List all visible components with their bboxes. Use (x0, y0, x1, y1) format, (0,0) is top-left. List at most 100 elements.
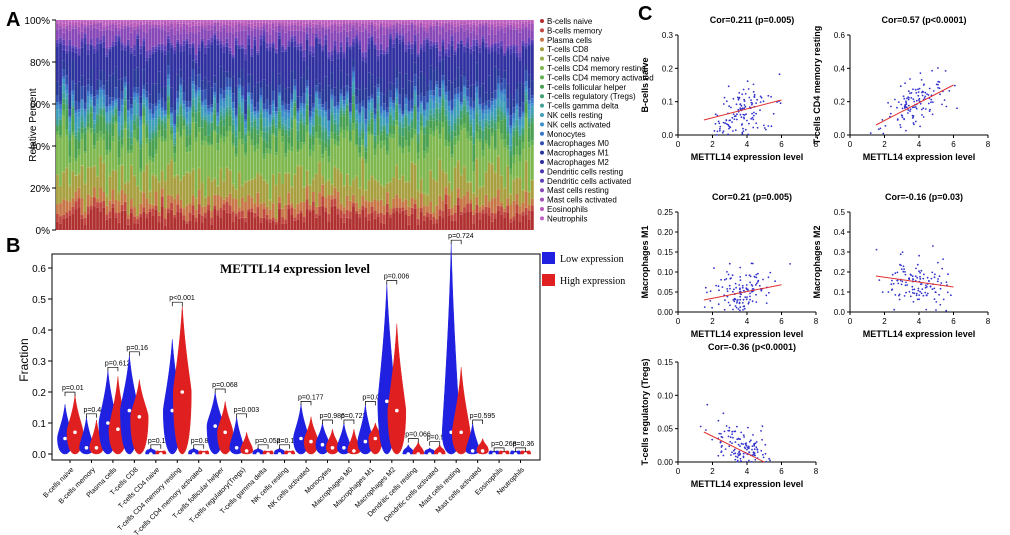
panel-b-violin-low-median (84, 446, 89, 450)
panel-a-bar-segment (530, 41, 534, 45)
panel-a-bar-segment (244, 134, 247, 143)
panel-a-bar-segment (59, 43, 62, 87)
panel-a-bar-segment (339, 203, 343, 211)
panel-a-bar-segment (216, 150, 220, 186)
scatter-point (904, 271, 906, 273)
panel-a-bar-segment (506, 50, 510, 84)
scatter-point (759, 101, 762, 103)
panel-a-bar-segment (463, 85, 466, 88)
panel-a-bar-segment (401, 41, 405, 89)
scatter-title: Cor=-0.36 (p<0.0001) (708, 342, 796, 352)
panel-a-bar-segment (148, 209, 152, 212)
panel-a-bar-segment (379, 43, 383, 50)
panel-a-bar-segment (173, 214, 177, 219)
panel-a-legend-marker (540, 197, 544, 202)
panel-a-bar-segment (453, 26, 457, 33)
panel-a-bar-segment (139, 148, 143, 169)
panel-a-bar-segment (413, 24, 417, 30)
scatter-point (934, 291, 937, 294)
panel-a-bar-segment (244, 152, 247, 156)
scatter-point (754, 458, 757, 461)
panel-a-bar-segment (145, 60, 149, 84)
panel-a-bar-segment (207, 20, 210, 23)
panel-a-bar-segment (509, 128, 513, 135)
panel-a-bar-segment (142, 24, 146, 32)
panel-a-bar-segment (352, 21, 355, 25)
panel-a-bar-segment (506, 205, 510, 213)
panel-a-bar-segment (376, 92, 380, 97)
scatter-point (918, 254, 920, 257)
panel-a-bar-segment (518, 125, 522, 134)
panel-a-bar-segment (466, 37, 469, 43)
panel-a-bar-segment (136, 38, 140, 68)
panel-a-bar-segment (426, 32, 429, 38)
panel-a-bar-segment (188, 101, 192, 107)
scatter-point (924, 291, 927, 294)
panel-a-bar-segment (167, 31, 170, 36)
panel-a-bar-segment (496, 42, 500, 48)
panel-a-bar-segment (395, 211, 399, 230)
panel-a-bar-segment (382, 205, 386, 215)
panel-a-bar-segment (327, 20, 331, 25)
panel-a-bar-segment (74, 209, 78, 230)
panel-a-bar-segment (250, 112, 254, 122)
panel-a-bar-segment (210, 37, 214, 42)
panel-a-bar-segment (185, 125, 189, 137)
panel-a-bar-segment (401, 111, 405, 115)
panel-a-bar-segment (287, 192, 291, 205)
scatter-point (719, 125, 722, 128)
scatter-point (931, 271, 934, 274)
panel-a-bar-segment (86, 54, 90, 80)
panel-a-bar-segment (426, 118, 429, 121)
panel-a-bar-segment (123, 182, 127, 184)
panel-a-bar-segment (265, 181, 269, 184)
scatter-point (904, 82, 906, 84)
panel-a-bar-segment (385, 26, 389, 29)
panel-a-bar-segment (315, 173, 318, 175)
panel-c-scatter-grid: Cor=0.211 (p=0.005)0.00.10.20.30 2 4 6 8METT… (640, 15, 991, 489)
panel-a-bar-segment (527, 142, 531, 148)
scatter-point (740, 104, 743, 107)
panel-b-violin-high (325, 429, 339, 455)
panel-a-bar-segment (219, 217, 223, 230)
panel-a-bar-segment (302, 49, 306, 57)
panel-a-bar-segment (133, 130, 136, 139)
panel-a-bar-segment (281, 184, 284, 209)
panel-a-bar-segment (352, 77, 355, 83)
panel-a-bar-segment (225, 24, 229, 33)
panel-a-bar-segment (432, 108, 436, 114)
panel-a-bar-segment (324, 181, 328, 184)
panel-a-bar-segment (422, 51, 426, 75)
panel-a-bar-segment (83, 118, 87, 126)
panel-a-bar-segment (133, 29, 136, 45)
panel-a-bar-segment (503, 115, 506, 119)
panel-a-bar-segment (342, 23, 346, 30)
panel-a-bar-segment (429, 114, 432, 121)
panel-a-bar-segment (426, 91, 429, 103)
scatter-point (750, 117, 753, 120)
panel-a-bar-segment (410, 43, 414, 49)
panel-a-bar-segment (222, 27, 226, 45)
panel-a-bar-segment (447, 215, 451, 230)
panel-a-bar-segment (382, 26, 386, 35)
panel-a-bar-segment (231, 198, 235, 212)
panel-a-bar-segment (355, 109, 358, 112)
panel-a-bar-segment (361, 145, 365, 158)
panel-a-bar-segment (219, 47, 223, 67)
panel-a-bar-segment (108, 174, 112, 177)
panel-a-bar-segment (102, 24, 106, 27)
panel-a-bar-segment (117, 27, 121, 31)
panel-a-bar-segment (429, 120, 432, 129)
panel-a-bar-segment (524, 191, 528, 208)
panel-a-bar-segment (512, 44, 516, 47)
panel-a-bar-segment (163, 138, 167, 142)
panel-a-bar-segment (330, 89, 334, 95)
panel-a-bar-segment (426, 153, 429, 194)
panel-a-bar-segment (490, 44, 494, 48)
panel-a-bar-segment (444, 115, 448, 121)
panel-a-bar-segment (71, 107, 75, 116)
scatter-x-tick-label: 4 (745, 140, 750, 149)
panel-a-bar-segment (358, 48, 362, 90)
panel-a-bar-segment (222, 90, 226, 99)
panel-a-bar-segment (71, 45, 75, 48)
